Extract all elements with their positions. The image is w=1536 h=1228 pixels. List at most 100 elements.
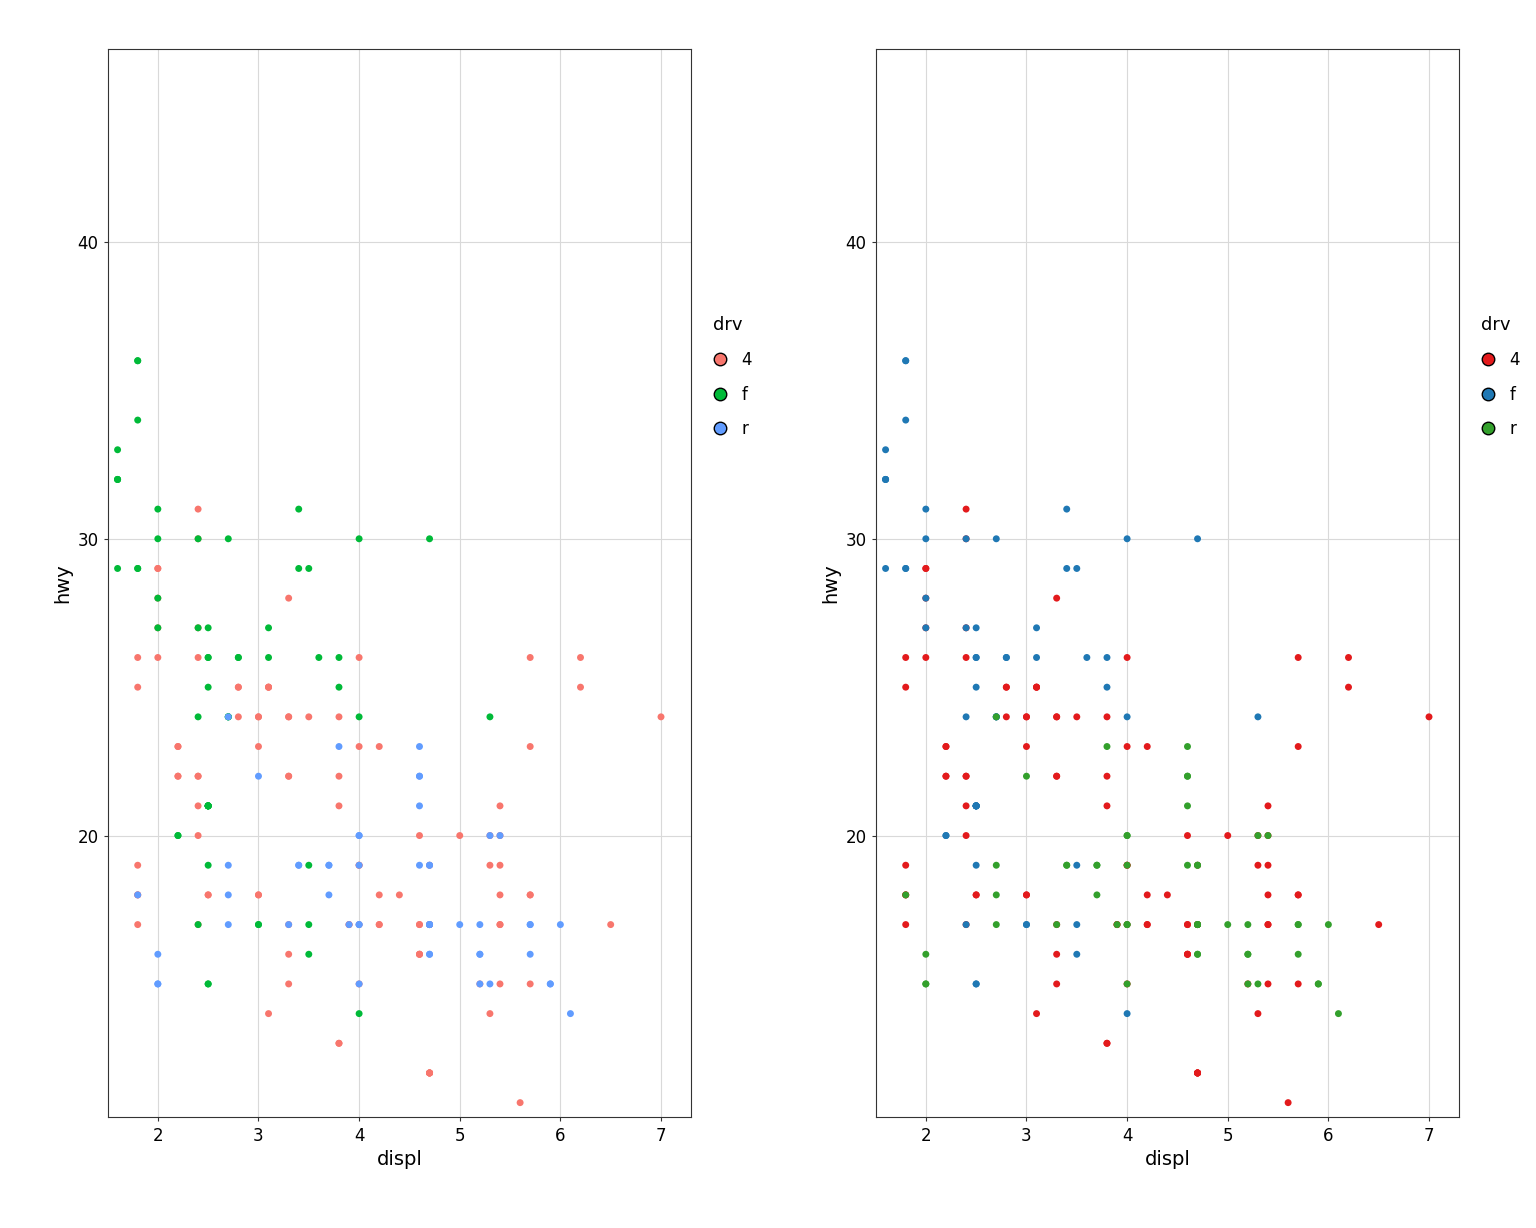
Point (407, 944, 432, 964)
Point (1256, 796, 1281, 815)
Point (197, 796, 221, 815)
Point (1276, 1093, 1301, 1113)
Point (1186, 856, 1210, 876)
Point (954, 647, 978, 667)
Point (488, 796, 513, 815)
Point (407, 915, 432, 935)
Point (418, 856, 442, 876)
Point (1095, 1034, 1120, 1054)
Point (246, 707, 270, 727)
Point (1014, 707, 1038, 727)
Point (407, 737, 432, 756)
Point (226, 707, 250, 727)
Point (418, 915, 442, 935)
Point (894, 351, 919, 371)
Point (276, 707, 301, 727)
Point (1025, 678, 1049, 698)
Point (1175, 766, 1200, 786)
Point (276, 944, 301, 964)
Point (538, 974, 562, 993)
Y-axis label: hwy: hwy (52, 564, 72, 603)
Point (914, 559, 938, 578)
Point (1256, 974, 1281, 993)
Point (1186, 1063, 1210, 1083)
Point (1186, 529, 1210, 549)
Point (954, 915, 978, 935)
Point (985, 707, 1009, 727)
Point (1416, 707, 1441, 727)
Point (1256, 885, 1281, 905)
Point (327, 647, 352, 667)
Point (296, 707, 321, 727)
Point (327, 1034, 352, 1054)
Point (1115, 915, 1140, 935)
X-axis label: displ: displ (1144, 1151, 1190, 1169)
Point (197, 856, 221, 876)
Point (985, 856, 1009, 876)
Point (347, 915, 372, 935)
Point (367, 885, 392, 905)
Point (1246, 825, 1270, 845)
Point (965, 796, 989, 815)
Point (965, 796, 989, 815)
Point (126, 351, 151, 371)
Point (934, 737, 958, 756)
Point (1044, 766, 1069, 786)
Point (1044, 915, 1069, 935)
Point (347, 647, 372, 667)
Point (126, 559, 151, 578)
Point (965, 856, 989, 876)
Point (1186, 944, 1210, 964)
Point (1336, 647, 1361, 667)
Point (985, 885, 1009, 905)
Point (954, 618, 978, 637)
Point (336, 915, 361, 935)
Point (954, 766, 978, 786)
Point (186, 825, 210, 845)
Point (954, 500, 978, 519)
Point (1246, 707, 1270, 727)
Point (1095, 678, 1120, 698)
Point (186, 915, 210, 935)
Point (994, 707, 1018, 727)
Point (478, 707, 502, 727)
Point (1175, 796, 1200, 815)
Point (965, 974, 989, 993)
Point (367, 915, 392, 935)
Point (1054, 500, 1078, 519)
Point (1175, 915, 1200, 935)
Point (296, 559, 321, 578)
Point (1095, 796, 1120, 815)
Point (418, 1063, 442, 1083)
Point (994, 678, 1018, 698)
Point (914, 618, 938, 637)
Point (518, 915, 542, 935)
Point (217, 707, 241, 727)
Point (518, 885, 542, 905)
Point (336, 915, 361, 935)
Point (166, 766, 190, 786)
Point (518, 944, 542, 964)
Point (316, 856, 341, 876)
Point (286, 856, 310, 876)
Point (418, 915, 442, 935)
Point (1044, 707, 1069, 727)
Point (894, 351, 919, 371)
Point (1175, 944, 1200, 964)
Point (1115, 737, 1140, 756)
Point (257, 678, 281, 698)
Point (985, 707, 1009, 727)
Point (894, 410, 919, 430)
Point (478, 825, 502, 845)
Point (1286, 915, 1310, 935)
Point (1044, 707, 1069, 727)
Point (226, 647, 250, 667)
Point (257, 1003, 281, 1023)
Point (568, 678, 593, 698)
Point (217, 856, 241, 876)
Point (965, 974, 989, 993)
Point (1014, 766, 1038, 786)
Point (1316, 915, 1341, 935)
Point (1175, 944, 1200, 964)
Point (186, 618, 210, 637)
